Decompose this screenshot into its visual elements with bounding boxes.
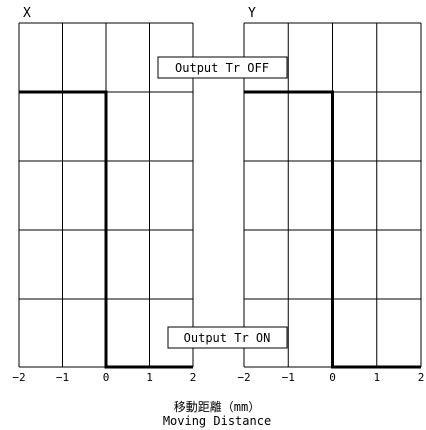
chart-panel-y: −2 −1 0 1 2 Y: [237, 6, 424, 384]
x-tick-label: 1: [146, 371, 153, 384]
output-step-series: [19, 90, 193, 369]
output-step-series: [244, 90, 421, 369]
output-off-text: Output Tr OFF: [175, 61, 269, 75]
panel-title: Y: [248, 6, 256, 21]
x-tick-label: 0: [329, 371, 336, 384]
x-tick-label: 1: [373, 371, 380, 384]
x-tick-label: −2: [237, 371, 250, 384]
x-tick-label: −2: [12, 371, 25, 384]
x-axis-caption-en: Moving Distance: [163, 414, 271, 428]
x-tick-label: 2: [190, 371, 197, 384]
x-tick-label: 2: [418, 371, 425, 384]
panel-title: X: [23, 6, 31, 21]
output-off-box: [157, 56, 288, 79]
output-off-label: Output Tr OFF: [157, 56, 288, 79]
x-tick-label: 0: [103, 371, 110, 384]
chart-panel-x: −2 −1 0 1 2 X: [12, 6, 196, 384]
output-on-label: Output Tr ON: [167, 326, 288, 349]
output-on-box: [167, 326, 288, 349]
x-axis-caption-jp: 移動距離（mm）: [174, 400, 260, 414]
output-on-text: Output Tr ON: [184, 331, 271, 345]
x-tick-label: −1: [56, 371, 69, 384]
x-tick-label: −1: [282, 371, 295, 384]
